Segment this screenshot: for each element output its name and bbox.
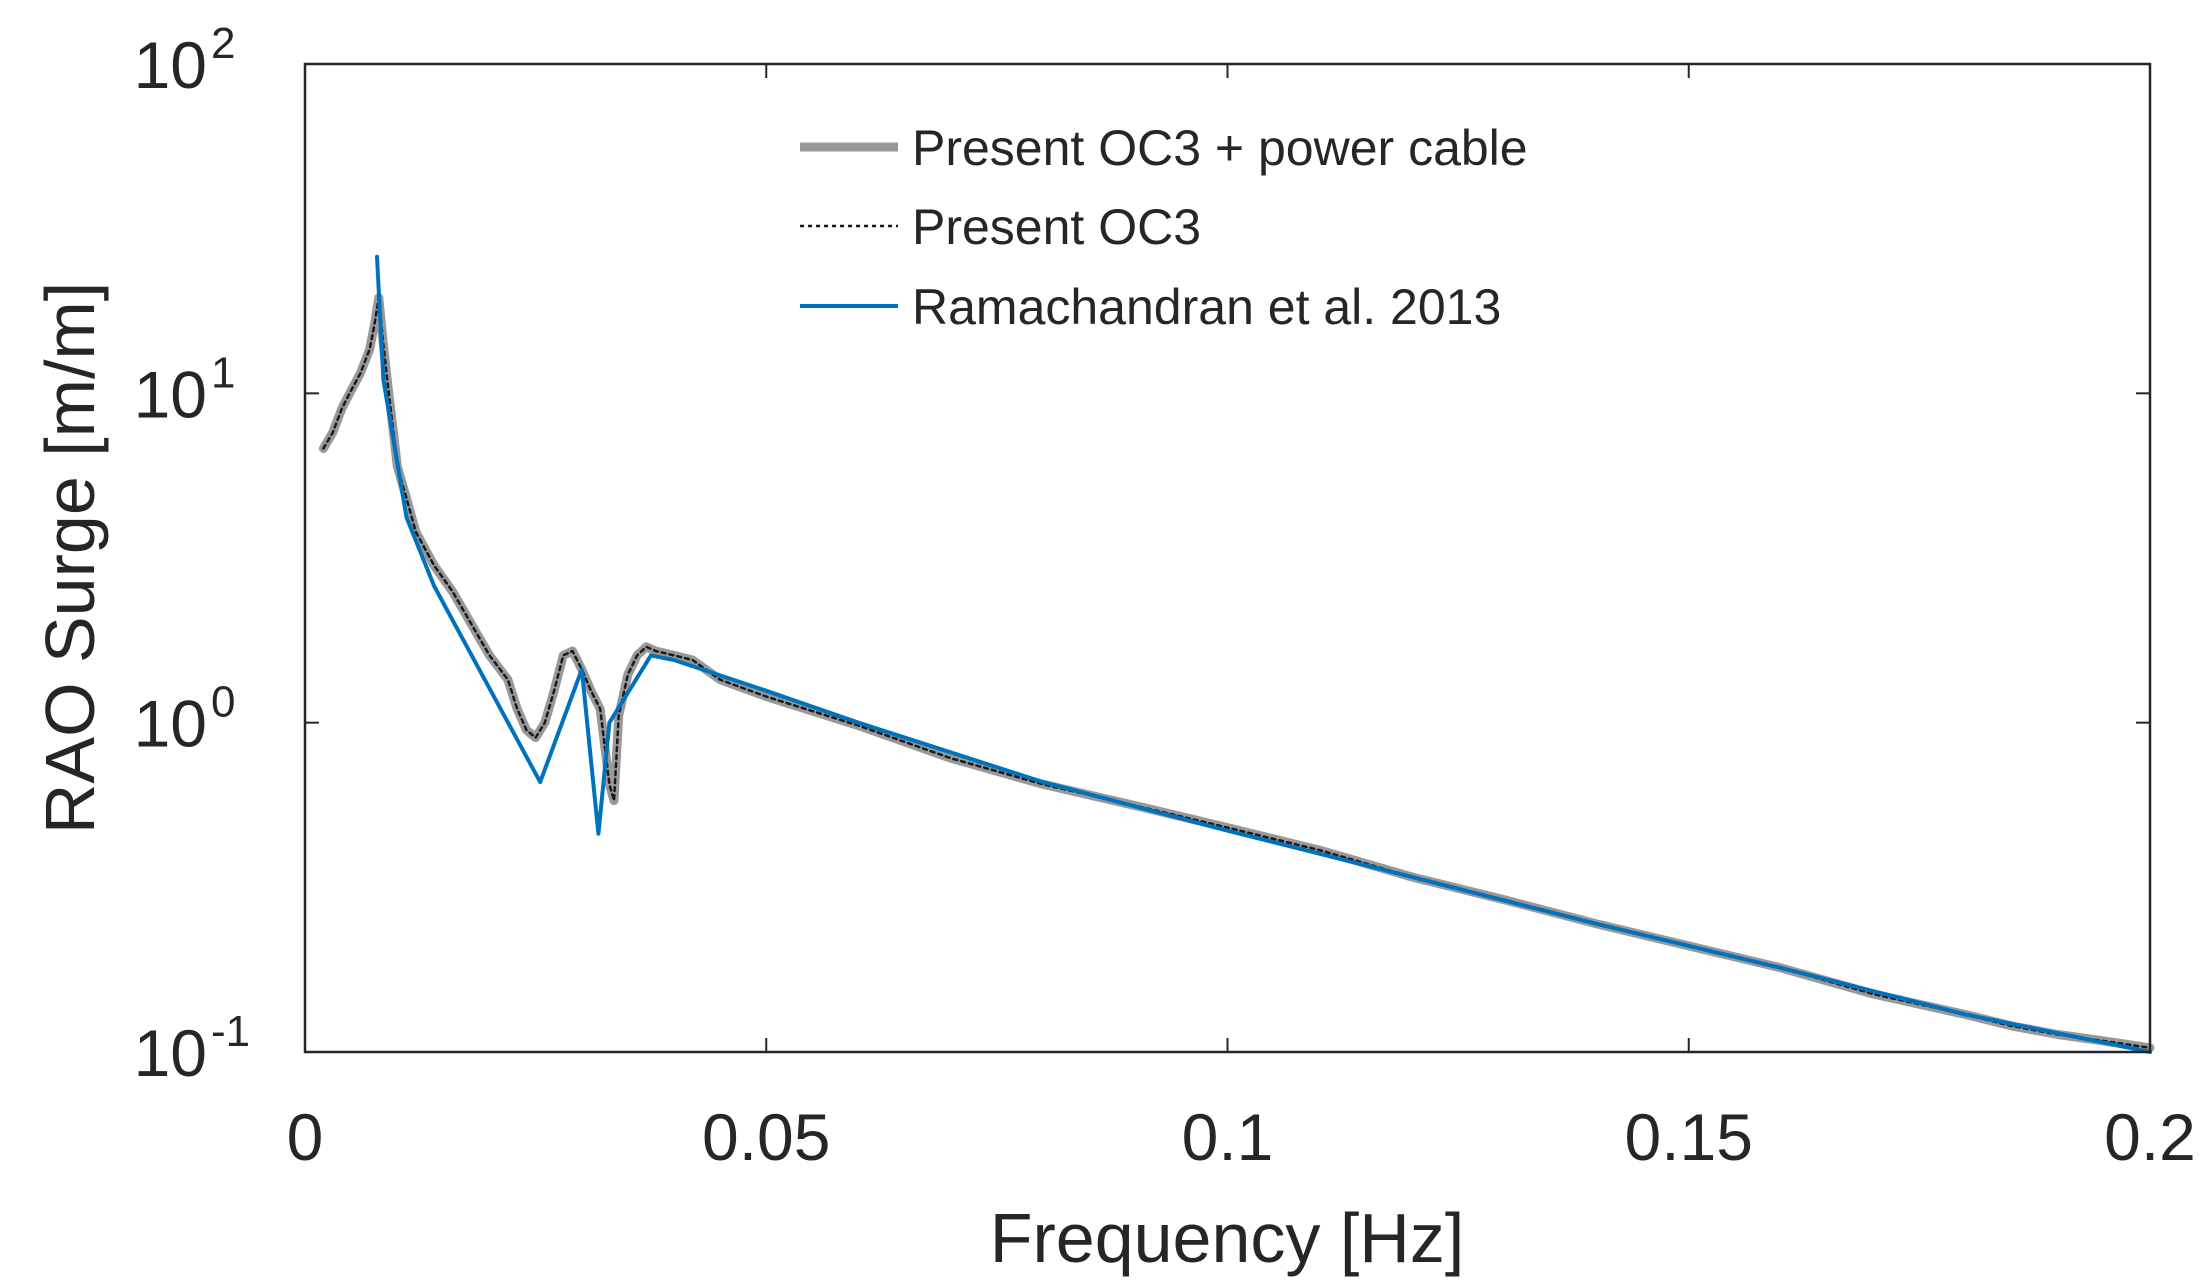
x-axis-label: Frequency [Hz] [990,1199,1465,1277]
y-axis-label: RAO Surge [m/m] [31,282,109,834]
legend-label-oc3: Present OC3 [912,199,1201,255]
x-tick-label: 0 [287,1100,324,1174]
y-tick-label: 10 [134,357,207,431]
x-tick-label: 0.2 [2104,1100,2196,1174]
y-tick-label: 10 [134,28,207,102]
y-tick-exponent: 1 [211,348,235,397]
x-tick-label: 0.05 [702,1100,830,1174]
legend-label-ramachandran: Ramachandran et al. 2013 [912,279,1501,335]
x-tick-label: 0.1 [1182,1100,1274,1174]
x-tick-label: 0.15 [1625,1100,1753,1174]
legend: Present OC3 + power cable Present OC3 Ra… [800,120,1528,335]
series-layer [318,254,2155,1054]
y-tick-exponent: -1 [211,1007,250,1056]
y-tick-label: 10 [134,687,207,761]
y-tick-exponent: 0 [211,678,235,727]
legend-label-oc3-power-cable: Present OC3 + power cable [912,120,1528,176]
y-tick-exponent: 2 [211,19,235,68]
series-ramachandran [375,254,2152,1054]
y-tick-label: 10 [134,1016,207,1090]
